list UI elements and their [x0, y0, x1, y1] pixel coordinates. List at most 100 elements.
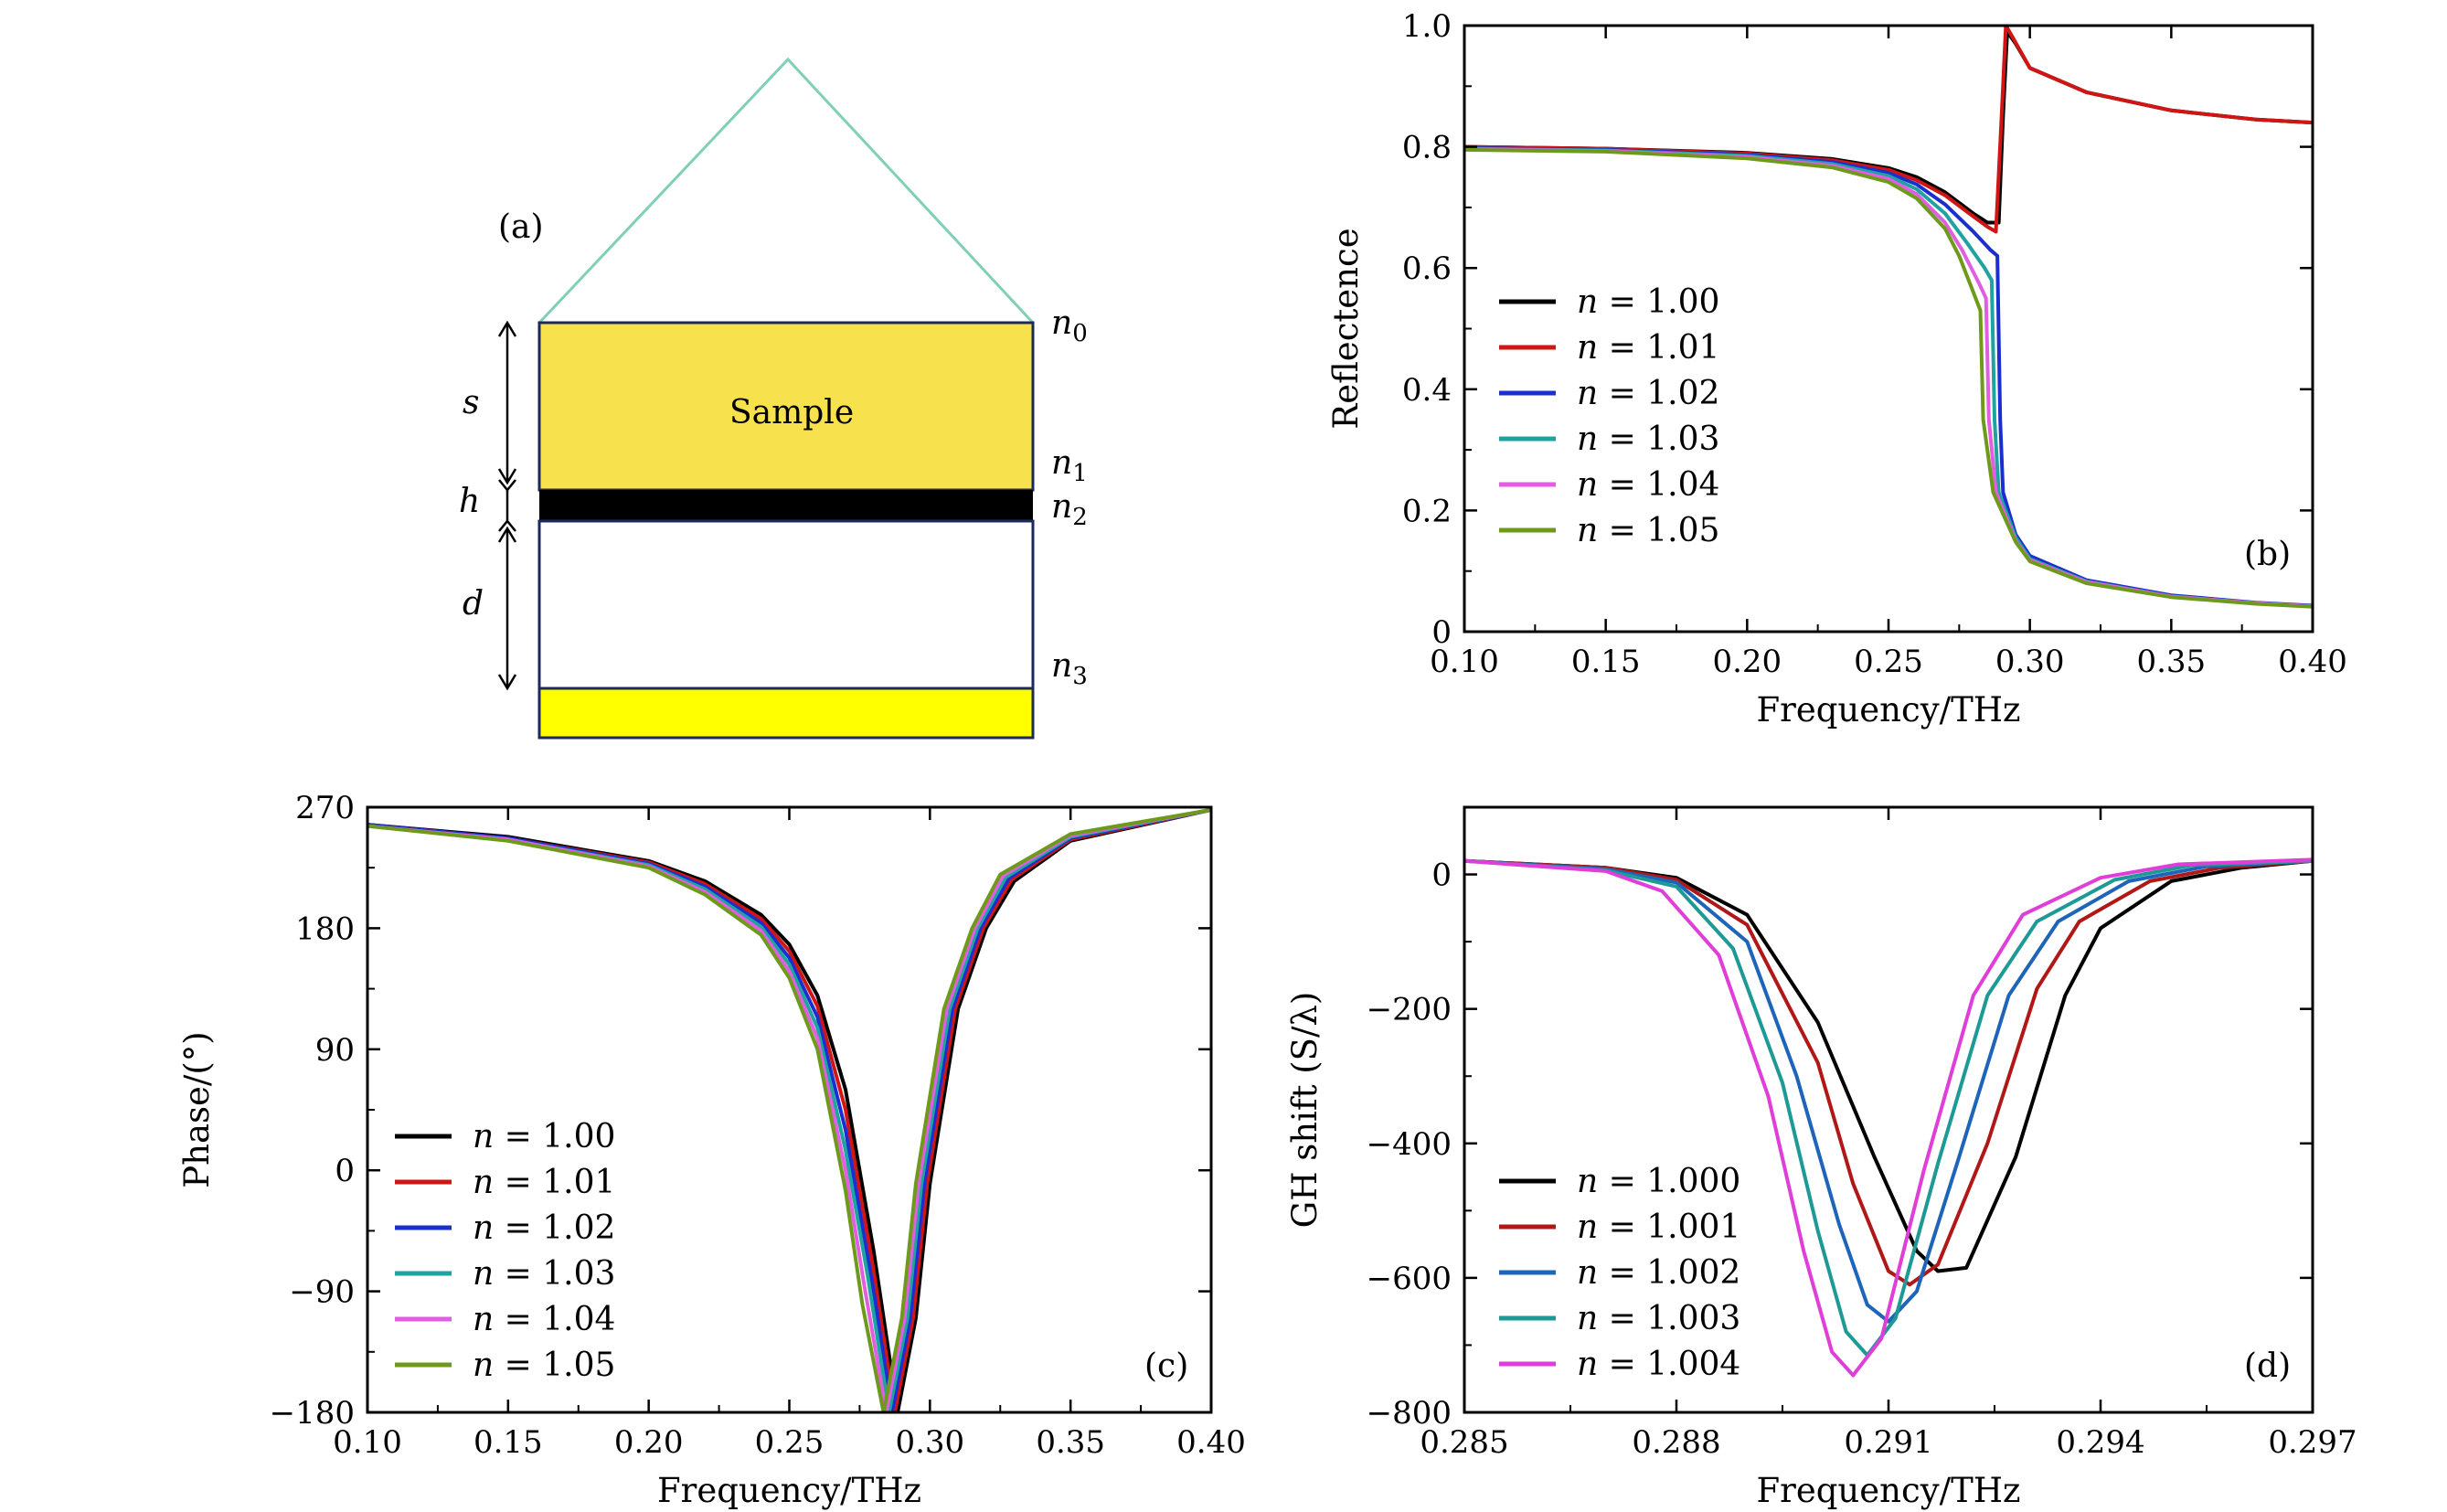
x-tick-label: 0.20	[614, 1424, 684, 1461]
x-tick-label: 0.35	[2136, 644, 2206, 680]
y-tick-label: 90	[315, 1032, 355, 1069]
panel-a-label: (a)	[498, 208, 544, 246]
legend: n = 1.00 n = 1.01 n = 1.02 n = 1.03 n = 1.04…	[1499, 283, 1719, 549]
y-tick-label: 180	[295, 910, 355, 947]
index-label-n2: n2	[1051, 488, 1088, 531]
prism-outline	[537, 57, 1035, 325]
x-tick-label: 0.30	[1995, 644, 2065, 680]
series-line-3	[367, 807, 1211, 1412]
panel-label: (b)	[2244, 536, 2291, 573]
legend-label-4: n = 1.003	[1577, 1300, 1740, 1337]
panel-label: (c)	[1144, 1347, 1188, 1385]
gap-layer	[537, 519, 1035, 690]
legend-label-3: n = 1.002	[1577, 1254, 1740, 1292]
y-tick-label: −600	[1367, 1261, 1452, 1297]
x-tick-label: 0.25	[755, 1424, 825, 1461]
series-line-1	[1464, 29, 2313, 225]
x-tick-label: 0.10	[1430, 644, 1499, 680]
series-line-1	[1464, 858, 2313, 1273]
legend-label-4: n = 1.03	[1577, 421, 1719, 458]
legend-label-3: n = 1.02	[1577, 375, 1719, 412]
legend-label-5: n = 1.004	[1577, 1346, 1740, 1383]
x-tick-label: 0.285	[1420, 1424, 1508, 1461]
y-tick-label: −800	[1367, 1395, 1452, 1432]
x-tick-label: 0.297	[2268, 1424, 2357, 1461]
sample-label: Sample	[729, 394, 854, 431]
legend-label-6: n = 1.05	[473, 1347, 615, 1384]
dimension-label-d: d	[463, 585, 484, 623]
x-tick-label: 0.30	[895, 1424, 964, 1461]
dimension-arrows	[497, 320, 517, 691]
dimension-label-s: s	[463, 384, 479, 421]
legend-label-6: n = 1.05	[1577, 512, 1719, 549]
y-axis-label: GH shift (S/λ)	[1285, 992, 1325, 1229]
y-tick-label: 0	[1431, 614, 1452, 651]
series-line-6	[367, 807, 1211, 1412]
y-tick-label: 1.0	[1402, 8, 1452, 45]
y-tick-label: −180	[270, 1395, 355, 1432]
legend-label-5: n = 1.04	[1577, 466, 1719, 504]
y-tick-label: 0.8	[1402, 130, 1452, 166]
y-tick-label: 0	[1431, 857, 1452, 894]
panel-label: (d)	[2244, 1347, 2291, 1385]
series-group	[1464, 26, 2313, 609]
series-line-5	[1464, 857, 2313, 1378]
index-label-n1: n1	[1051, 444, 1088, 487]
series-line-1	[367, 807, 1211, 1412]
legend: n = 1.00 n = 1.01 n = 1.02 n = 1.03 n = 1.04…	[395, 1118, 615, 1384]
legend-label-1: n = 1.00	[473, 1118, 615, 1155]
series-line-3	[1464, 858, 2313, 1324]
legend: n = 1.000 n = 1.001 n = 1.002 n = 1.003 n = …	[1499, 1163, 1740, 1383]
legend-label-1: n = 1.00	[1577, 283, 1719, 321]
schematic-panel: (a) Sample s h d n0 n1 n2 n3	[459, 57, 1088, 740]
legend-label-2: n = 1.01	[1577, 329, 1719, 367]
legend-label-4: n = 1.03	[473, 1255, 615, 1293]
y-axis-label: Reflectence	[1326, 228, 1366, 429]
substrate-layer	[537, 687, 1035, 740]
legend-label-1: n = 1.000	[1577, 1163, 1740, 1200]
x-tick-label: 0.294	[2056, 1424, 2144, 1461]
x-axis-label: Frequency/THz	[657, 1471, 921, 1510]
y-axis-label: Phase/(°)	[177, 1031, 217, 1188]
y-tick-label: −90	[289, 1274, 355, 1311]
y-tick-label: 0.2	[1402, 493, 1452, 529]
x-tick-label: 0.15	[473, 1424, 543, 1461]
series-line-5	[367, 807, 1211, 1412]
x-tick-label: 0.35	[1036, 1424, 1105, 1461]
gh-shift-chart: 0.285 0.288 0.291 0.294 0.297 −800 −600 −400 −20…	[1285, 805, 2357, 1510]
reflectance-chart: 0.10 0.15 0.20 0.25 0.30 0.35 0.40 0 0.2 0.4 0.6 0.…	[1326, 8, 2347, 729]
y-tick-label: −400	[1367, 1126, 1452, 1163]
x-tick-label: 0.291	[1844, 1424, 1932, 1461]
x-tick-label: 0.40	[2278, 644, 2347, 680]
index-label-n0: n0	[1051, 304, 1088, 347]
legend-label-2: n = 1.01	[473, 1164, 615, 1201]
series-line-2	[1464, 26, 2313, 234]
series-group	[367, 807, 1211, 1412]
x-axis-label: Frequency/THz	[1756, 1471, 2020, 1510]
sample-layer	[537, 321, 1035, 492]
x-tick-label: 0.40	[1176, 1424, 1246, 1461]
legend-label-2: n = 1.001	[1577, 1209, 1740, 1246]
series-line-2	[367, 807, 1211, 1412]
y-tick-label: −200	[1367, 992, 1452, 1028]
x-tick-label: 0.15	[1571, 644, 1641, 680]
series-line-2	[1464, 858, 2313, 1287]
y-tick-label: 0.6	[1402, 250, 1452, 287]
series-group	[1464, 857, 2313, 1378]
thin-layer	[539, 490, 1033, 521]
series-line-4	[367, 807, 1211, 1412]
legend-label-3: n = 1.02	[473, 1209, 615, 1247]
series-line-6	[1464, 147, 2313, 609]
phase-chart: 0.10 0.15 0.20 0.25 0.30 0.35 0.40 −180 −90 0 90 18…	[177, 790, 1246, 1510]
index-label-n3: n3	[1051, 647, 1088, 690]
y-tick-label: 0.4	[1402, 372, 1452, 409]
legend-label-5: n = 1.04	[473, 1301, 615, 1338]
x-tick-label: 0.20	[1712, 644, 1782, 680]
dimension-label-h: h	[459, 483, 480, 520]
x-tick-label: 0.10	[333, 1424, 402, 1461]
x-tick-label: 0.288	[1632, 1424, 1720, 1461]
x-axis-label: Frequency/THz	[1756, 690, 2020, 729]
x-tick-label: 0.25	[1854, 644, 1923, 680]
y-tick-label: 270	[295, 790, 355, 826]
